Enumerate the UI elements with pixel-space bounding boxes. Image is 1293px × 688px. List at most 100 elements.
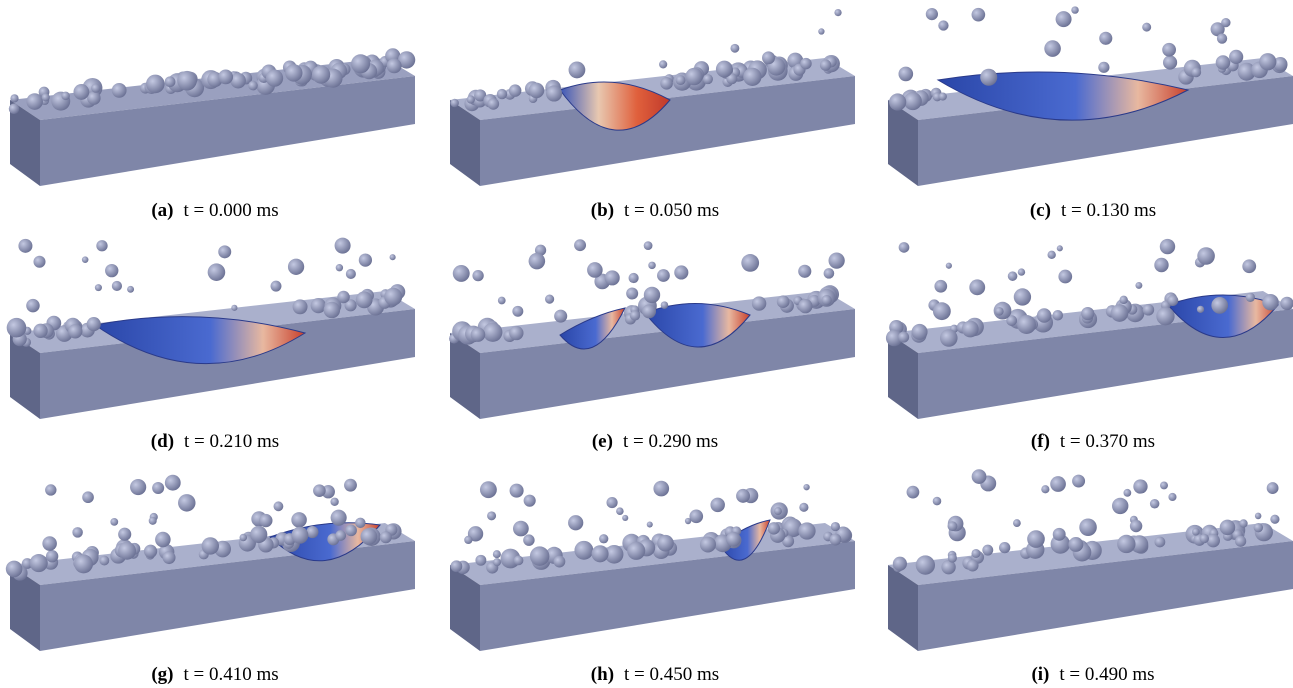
spatter-particle <box>313 484 326 497</box>
panel-caption: (d)t = 0.210 ms <box>0 431 430 453</box>
powder-particle <box>61 92 69 100</box>
powder-particle <box>798 299 812 313</box>
spatter-particle <box>105 264 118 277</box>
spatter-particle <box>1197 306 1204 313</box>
powder-particle <box>529 83 545 99</box>
powder-particle <box>592 545 609 562</box>
spatter-particle <box>271 281 282 292</box>
panel-label: (c) <box>1030 200 1051 221</box>
spatter-particle <box>616 507 624 515</box>
powder-particle <box>46 550 58 562</box>
spatter-particle <box>512 306 523 317</box>
spatter-particle <box>762 51 775 64</box>
spatter-particle <box>45 484 56 495</box>
spatter-particle <box>291 527 308 544</box>
spatter-particle <box>1154 258 1168 272</box>
render <box>6 475 415 651</box>
powder-particle <box>471 327 486 342</box>
spatter-particle <box>1072 475 1085 488</box>
powder-particle <box>335 530 346 541</box>
spatter-particle <box>768 522 780 534</box>
spatter-particle <box>1041 485 1049 493</box>
powder-particle <box>752 296 766 310</box>
spatter-particle <box>288 259 304 275</box>
spatter-particle <box>1119 296 1127 304</box>
spatter-particle <box>110 518 118 526</box>
powder-particle <box>1037 308 1051 322</box>
spatter-particle <box>42 536 57 551</box>
spatter-particle <box>1235 536 1246 547</box>
spatter-particle <box>606 497 617 508</box>
powder-particle <box>74 555 93 574</box>
spatter-particle <box>1267 482 1279 494</box>
spatter-particle <box>464 536 472 544</box>
spatter-particle <box>799 503 808 512</box>
spatter-particle <box>127 286 134 293</box>
powder-particle <box>68 324 82 338</box>
powder-particle <box>1216 55 1230 69</box>
spatter-particle <box>240 534 248 542</box>
powder-particle <box>118 542 136 560</box>
spatter-particle <box>661 301 669 309</box>
powder-particle <box>798 522 815 539</box>
spatter-particle <box>657 269 670 282</box>
spatter-particle <box>1259 53 1276 70</box>
spatter-particle <box>1192 528 1200 536</box>
panel-caption: (h)t = 0.450 ms <box>440 664 870 686</box>
powder-particle <box>822 295 832 305</box>
spatter-particle <box>231 305 237 311</box>
powder-particle <box>42 93 50 101</box>
powder-particle <box>940 329 958 347</box>
powder-particle <box>893 557 907 571</box>
spatter-particle <box>1255 513 1262 520</box>
powder-particle <box>450 99 459 108</box>
spatter-particle <box>324 302 341 319</box>
spatter-particle <box>498 297 506 305</box>
powder-particle <box>177 71 197 91</box>
spatter-particle <box>995 307 1004 316</box>
spatter-particle <box>1130 520 1142 532</box>
powder-particle <box>904 92 922 110</box>
spatter-particle <box>972 8 986 22</box>
spatter-particle <box>938 20 948 30</box>
panel-time: t = 0.050 ms <box>624 200 719 221</box>
spatter-particle <box>335 238 351 254</box>
spatter-particle <box>1160 482 1168 490</box>
powder-particle <box>898 332 909 343</box>
spatter-particle <box>605 270 620 285</box>
spatter-particle <box>1047 251 1055 259</box>
powder-particle <box>285 64 302 81</box>
page: (a)t = 0.000 ms(b)t = 0.050 ms(c)t = 0.1… <box>0 0 1293 688</box>
render <box>450 481 855 651</box>
spatter-particle <box>818 28 824 34</box>
powder-particle <box>509 84 522 97</box>
spatter-particle <box>659 60 667 68</box>
panel-label: (e) <box>592 431 613 452</box>
spatter-particle <box>274 501 284 511</box>
spatter-particle <box>730 44 739 53</box>
spatter-particle <box>1133 479 1147 493</box>
spatter-particle <box>1056 11 1072 27</box>
spatter-particle <box>259 514 272 527</box>
render <box>7 238 415 419</box>
spatter-particle <box>1229 50 1243 64</box>
powder-particle <box>9 103 20 114</box>
powder-particle <box>475 555 486 566</box>
spatter-particle <box>803 484 809 490</box>
powder-particle <box>574 541 593 560</box>
spatter-particle <box>647 521 653 527</box>
panel-caption: (f)t = 0.370 ms <box>878 431 1293 453</box>
panel-label: (h) <box>591 664 614 685</box>
powder-particle <box>218 70 233 85</box>
panel-caption: (a)t = 0.000 ms <box>0 200 430 222</box>
spatter-particle <box>149 517 157 525</box>
spatter-particle <box>130 479 146 495</box>
spatter-particle <box>689 509 703 523</box>
powder-particle <box>356 291 373 308</box>
spatter-particle <box>453 265 470 282</box>
spatter-particle <box>355 518 365 528</box>
powder-particle <box>451 560 463 572</box>
spatter-particle <box>523 534 534 545</box>
powder-particle <box>337 291 349 303</box>
spatter-particle <box>1239 519 1247 527</box>
